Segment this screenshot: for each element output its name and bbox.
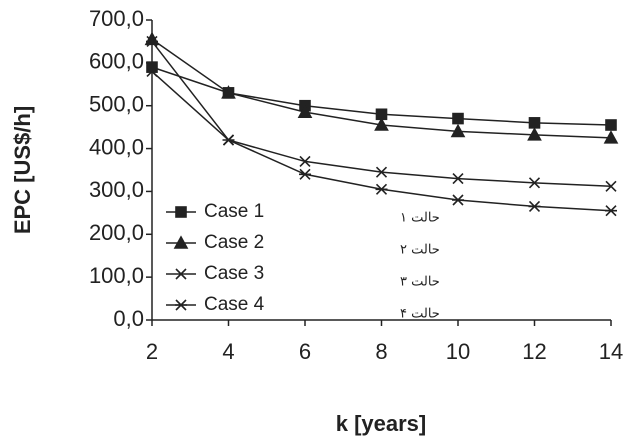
marker <box>297 104 313 118</box>
marker <box>605 205 617 217</box>
marker <box>175 206 187 218</box>
marker <box>452 194 464 206</box>
annotation: حالت ۴ <box>400 307 440 322</box>
marker <box>299 168 311 180</box>
x-tick-label: 10 <box>446 339 470 364</box>
y-tick-label: 600,0 <box>89 49 144 74</box>
y-tick-label: 100,0 <box>89 263 144 288</box>
x-axis-label: k [years] <box>336 411 427 436</box>
y-tick-label: 500,0 <box>89 92 144 117</box>
annotation: حالت ۳ <box>400 275 440 290</box>
y-tick-label: 200,0 <box>89 220 144 245</box>
marker <box>528 117 541 129</box>
x-tick-label: 14 <box>599 339 623 364</box>
marker <box>299 155 311 167</box>
marker <box>605 180 617 192</box>
marker <box>528 177 541 189</box>
y-tick-label: 300,0 <box>89 177 144 202</box>
marker <box>528 200 541 212</box>
marker <box>175 268 187 280</box>
y-tick-label: 700,0 <box>89 6 144 31</box>
x-tick-label: 2 <box>146 339 158 364</box>
marker <box>146 35 158 47</box>
marker <box>605 119 617 131</box>
y-axis-label: EPC [US$/h] <box>10 106 35 234</box>
marker <box>452 173 464 185</box>
annotation: حالت ۱ <box>400 211 440 226</box>
marker <box>146 65 158 77</box>
legend-label: Case 4 <box>204 294 265 315</box>
y-tick-label: 0,0 <box>113 306 144 331</box>
marker <box>527 127 542 141</box>
marker <box>452 112 464 125</box>
x-tick-label: 8 <box>375 339 387 364</box>
legend-label: Case 1 <box>204 201 264 222</box>
marker <box>450 123 466 138</box>
x-tick-label: 12 <box>522 339 546 364</box>
legend-label: Case 3 <box>204 263 264 284</box>
marker <box>222 134 235 146</box>
annotation: حالت ۲ <box>400 243 440 258</box>
marker <box>375 183 388 195</box>
legend-label: Case 2 <box>204 232 264 253</box>
x-tick-label: 6 <box>299 339 311 364</box>
marker <box>173 235 189 249</box>
marker <box>175 299 187 311</box>
x-tick-label: 4 <box>222 339 234 364</box>
marker <box>375 166 388 178</box>
y-tick-label: 400,0 <box>89 134 144 159</box>
marker <box>221 85 236 99</box>
marker <box>603 130 619 144</box>
marker <box>374 117 389 131</box>
